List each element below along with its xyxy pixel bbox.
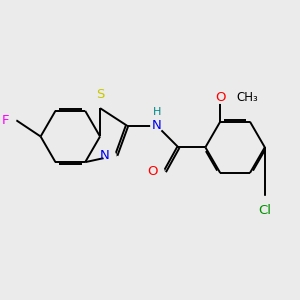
Circle shape [103,149,116,161]
Text: F: F [2,114,10,127]
Circle shape [214,92,226,103]
Text: H: H [153,107,161,117]
Circle shape [228,90,244,105]
Text: CH₃: CH₃ [236,91,258,104]
Circle shape [151,120,163,132]
Circle shape [94,94,106,106]
Text: S: S [96,88,104,100]
Text: N: N [100,149,110,162]
Circle shape [4,114,16,126]
Text: O: O [148,165,158,178]
Circle shape [257,196,272,211]
Circle shape [151,111,163,123]
Text: O: O [215,91,226,104]
Text: Cl: Cl [258,204,271,217]
Circle shape [152,166,164,178]
Text: N: N [152,119,162,132]
